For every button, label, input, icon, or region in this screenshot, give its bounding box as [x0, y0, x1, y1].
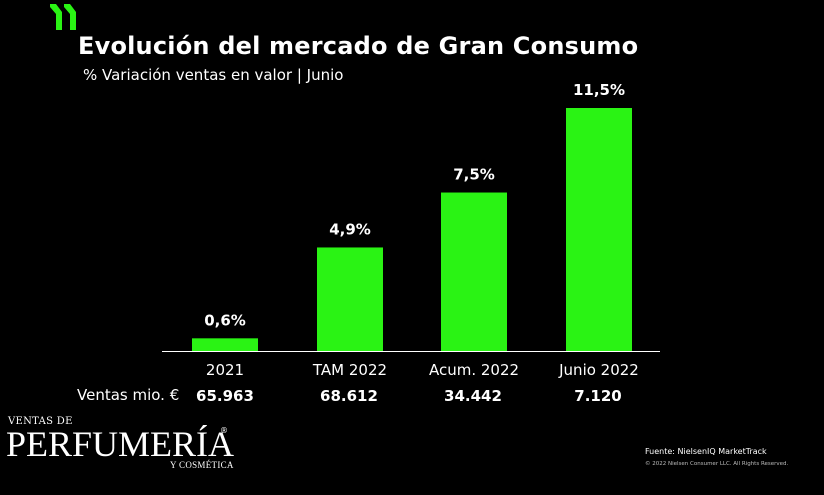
bar-tam-2022 [317, 247, 383, 351]
brand-bottom-text: Y COSMÉTICA [170, 460, 234, 470]
sales-value-acum-2022: 34.442 [444, 387, 502, 405]
x-tick-label: Acum. 2022 [429, 361, 519, 379]
brand-name: PERFUMERÍA [6, 424, 235, 464]
bar-acum-2022 [441, 192, 507, 351]
data-label: 7,5% [453, 166, 495, 184]
nielseniq-logo-icon [50, 4, 76, 30]
sales-row-label: Ventas mio. € [77, 386, 180, 404]
x-tick-label: Junio 2022 [558, 361, 639, 379]
source-note: Fuente: NielsenIQ MarketTrack [645, 447, 767, 456]
sales-value-junio-2022: 7.120 [574, 387, 622, 405]
x-tick-label: 2021 [206, 361, 244, 379]
bar-2021 [192, 338, 258, 351]
copyright-note: © 2022 Nielsen Consumer LLC. All Rights … [645, 461, 789, 467]
sales-value-2021: 65.963 [196, 387, 254, 405]
sales-value-tam-2022: 68.612 [320, 387, 378, 405]
x-tick-label: TAM 2022 [312, 361, 387, 379]
ventas-de-perfumeria-logo: VENTAS DE PERFUMERÍA ® Y COSMÉTICA [4, 414, 244, 484]
registered-mark: ® [220, 426, 228, 435]
bar-junio-2022 [566, 108, 632, 351]
data-label: 11,5% [573, 81, 625, 99]
chart-subtitle: % Variación ventas en valor | Junio [83, 66, 344, 84]
data-label: 4,9% [329, 220, 371, 238]
data-label: 0,6% [204, 311, 246, 329]
brand-top-text: VENTAS DE [8, 416, 73, 427]
chart-title: Evolución del mercado de Gran Consumo [78, 32, 639, 60]
